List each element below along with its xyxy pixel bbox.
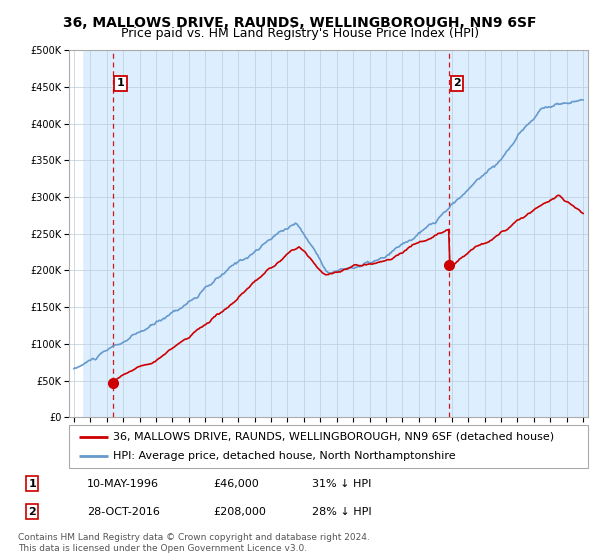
Text: 36, MALLOWS DRIVE, RAUNDS, WELLINGBOROUGH, NN9 6SF (detached house): 36, MALLOWS DRIVE, RAUNDS, WELLINGBOROUG… [113,432,554,441]
Text: 10-MAY-1996: 10-MAY-1996 [87,479,159,489]
Text: Contains HM Land Registry data © Crown copyright and database right 2024.
This d: Contains HM Land Registry data © Crown c… [18,533,370,553]
Text: 1: 1 [117,78,125,88]
Text: 36, MALLOWS DRIVE, RAUNDS, WELLINGBOROUGH, NN9 6SF: 36, MALLOWS DRIVE, RAUNDS, WELLINGBOROUG… [63,16,537,30]
Text: 1: 1 [28,479,36,489]
Text: Price paid vs. HM Land Registry's House Price Index (HPI): Price paid vs. HM Land Registry's House … [121,27,479,40]
Text: £208,000: £208,000 [214,507,266,516]
Bar [69,50,82,417]
Text: 31% ↓ HPI: 31% ↓ HPI [311,479,371,489]
Text: £46,000: £46,000 [214,479,259,489]
Text: 2: 2 [28,507,36,516]
Text: 28% ↓ HPI: 28% ↓ HPI [311,507,371,516]
Text: 28-OCT-2016: 28-OCT-2016 [87,507,160,516]
Text: HPI: Average price, detached house, North Northamptonshire: HPI: Average price, detached house, Nort… [113,451,456,461]
Bar [69,50,82,417]
Text: 2: 2 [453,78,461,88]
